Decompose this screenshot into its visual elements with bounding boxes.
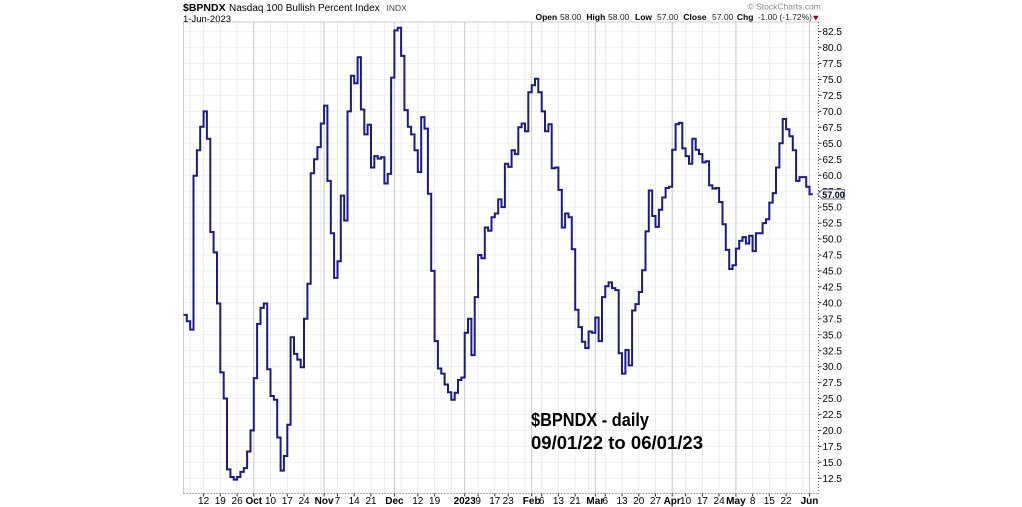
svg-text:10: 10 — [680, 496, 692, 507]
svg-text:77.5: 77.5 — [823, 59, 843, 70]
svg-text:22: 22 — [781, 496, 793, 507]
svg-text:8: 8 — [750, 496, 756, 507]
svg-text:58.00: 58.00 — [560, 12, 582, 22]
svg-text:Nov: Nov — [315, 496, 334, 507]
svg-text:30.0: 30.0 — [823, 362, 843, 373]
svg-text:Low: Low — [635, 12, 652, 22]
svg-text:© StockCharts.com: © StockCharts.com — [748, 2, 821, 12]
svg-text:May: May — [726, 496, 746, 507]
svg-text:12: 12 — [412, 496, 424, 507]
svg-text:62.5: 62.5 — [823, 155, 843, 166]
svg-text:67.5: 67.5 — [823, 123, 843, 134]
svg-text:75.0: 75.0 — [823, 75, 843, 86]
svg-text:1-Jun-2023: 1-Jun-2023 — [183, 14, 231, 25]
svg-text:Close: Close — [683, 12, 706, 22]
svg-text:24: 24 — [298, 496, 310, 507]
svg-text:27.5: 27.5 — [823, 378, 843, 389]
svg-text:15: 15 — [764, 496, 776, 507]
svg-text:$BPNDX - daily: $BPNDX - daily — [531, 410, 649, 430]
svg-text:Nasdaq 100 Bullish Percent Ind: Nasdaq 100 Bullish Percent Index — [229, 3, 380, 14]
svg-text:Chg: Chg — [737, 12, 754, 22]
svg-text:25.0: 25.0 — [823, 394, 843, 405]
svg-text:9: 9 — [475, 496, 481, 507]
svg-text:80.0: 80.0 — [823, 43, 843, 54]
svg-text:17: 17 — [282, 496, 294, 507]
svg-text:Apr: Apr — [664, 496, 681, 507]
svg-text:12: 12 — [198, 496, 210, 507]
svg-text:65.0: 65.0 — [823, 139, 843, 150]
svg-text:82.5: 82.5 — [823, 27, 843, 38]
svg-text:22.5: 22.5 — [823, 410, 843, 421]
svg-text:57.00: 57.00 — [657, 12, 679, 22]
svg-text:-1.00 (-1.72%): -1.00 (-1.72%) — [758, 12, 812, 22]
svg-text:17: 17 — [697, 496, 709, 507]
svg-text:20: 20 — [633, 496, 645, 507]
svg-text:47.5: 47.5 — [823, 251, 843, 262]
svg-text:23: 23 — [503, 496, 515, 507]
svg-text:6: 6 — [603, 496, 609, 507]
svg-text:50.0: 50.0 — [823, 235, 843, 246]
svg-text:Feb: Feb — [523, 496, 541, 507]
svg-text:21: 21 — [570, 496, 582, 507]
svg-text:7: 7 — [335, 496, 341, 507]
svg-text:72.5: 72.5 — [823, 91, 843, 102]
svg-text:42.5: 42.5 — [823, 283, 843, 294]
svg-text:17: 17 — [489, 496, 501, 507]
svg-text:35.0: 35.0 — [823, 330, 843, 341]
svg-text:20.0: 20.0 — [823, 426, 843, 437]
svg-text:45.0: 45.0 — [823, 267, 843, 278]
svg-text:24: 24 — [714, 496, 726, 507]
svg-text:60.0: 60.0 — [823, 171, 843, 182]
svg-text:12.5: 12.5 — [823, 474, 843, 485]
svg-text:52.5: 52.5 — [823, 219, 843, 230]
svg-text:27: 27 — [650, 496, 662, 507]
svg-text:10: 10 — [265, 496, 277, 507]
svg-text:57.00: 57.00 — [822, 190, 845, 200]
svg-text:14: 14 — [349, 496, 361, 507]
svg-text:09/01/22 to 06/01/23: 09/01/22 to 06/01/23 — [531, 433, 703, 453]
svg-text:19: 19 — [215, 496, 227, 507]
svg-text:$BPNDX: $BPNDX — [183, 2, 226, 14]
svg-text:15.0: 15.0 — [823, 458, 843, 469]
svg-text:Dec: Dec — [385, 496, 404, 507]
svg-text:55.0: 55.0 — [823, 203, 843, 214]
svg-text:13: 13 — [553, 496, 565, 507]
svg-text:19: 19 — [429, 496, 441, 507]
svg-text:57.00: 57.00 — [712, 12, 734, 22]
svg-text:32.5: 32.5 — [823, 346, 843, 357]
svg-text:Jun: Jun — [801, 496, 819, 507]
svg-text:High: High — [586, 12, 605, 22]
svg-text:26: 26 — [232, 496, 244, 507]
svg-text:Open: Open — [536, 12, 558, 22]
svg-text:70.0: 70.0 — [823, 107, 843, 118]
svg-text:Oct: Oct — [245, 496, 262, 507]
svg-text:6: 6 — [539, 496, 545, 507]
svg-text:INDX: INDX — [387, 3, 408, 13]
svg-text:37.5: 37.5 — [823, 314, 843, 325]
svg-text:21: 21 — [365, 496, 377, 507]
svg-text:13: 13 — [616, 496, 628, 507]
svg-text:17.5: 17.5 — [823, 442, 843, 453]
svg-text:Mar: Mar — [586, 496, 604, 507]
svg-text:2023: 2023 — [454, 496, 477, 507]
svg-text:40.0: 40.0 — [823, 298, 843, 309]
svg-text:58.00: 58.00 — [608, 12, 630, 22]
